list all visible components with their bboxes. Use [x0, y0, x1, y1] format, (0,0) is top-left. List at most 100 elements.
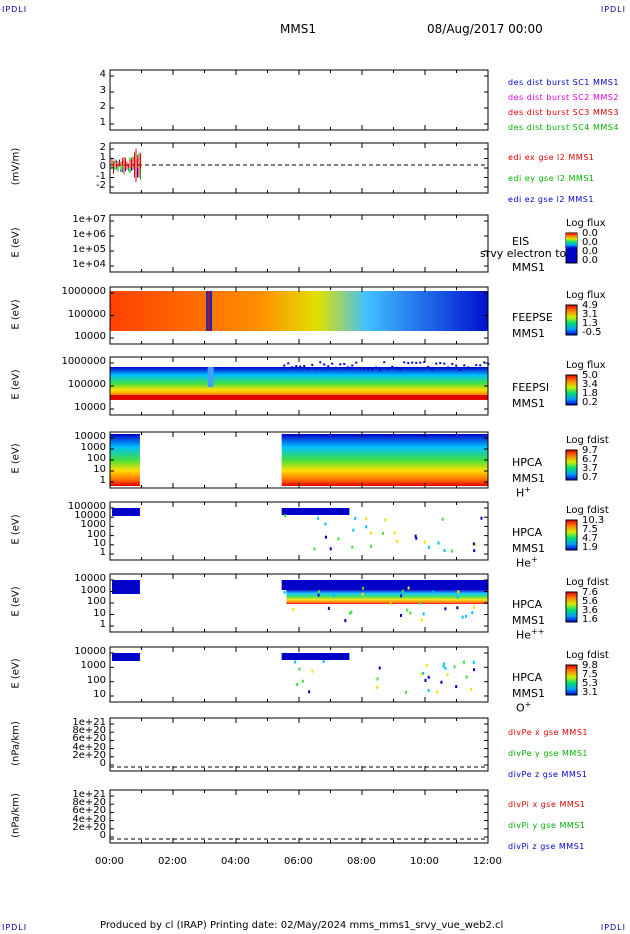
instrument-label: HPCA [512, 456, 543, 469]
legend-entry: des dist burst SC4 MMS4 [508, 123, 619, 132]
legend-entry: des dist burst SC2 MMS2 [508, 93, 619, 102]
footer-text: Produced by cl (IRAP) Printing date: 02/… [100, 920, 504, 931]
colorbar-tick-label: 5.0 [582, 370, 598, 381]
hpca-sparse-pixel [311, 669, 314, 673]
colorbar-tick-label: -0.5 [582, 327, 602, 338]
y-tick-label: 10 [93, 607, 106, 619]
corner-label-top-left: IPDLI [2, 5, 28, 14]
feepsi-sparse-pixel [483, 361, 486, 364]
hpca-sparse-pixel [317, 593, 320, 597]
x-tick-label: 10:00 [410, 856, 439, 867]
species-label: He+ [516, 555, 538, 570]
colorbar-tick-label: 1.6 [582, 614, 598, 625]
hpca-sparse-pixel [365, 525, 368, 529]
feepsi-sparse-pixel [387, 367, 390, 370]
colorbar-tick-label: 3.1 [582, 687, 598, 698]
colorbar-title: Log flux [566, 360, 606, 371]
colorbar-tick-label: 10.3 [582, 515, 605, 526]
hpca-sparse-pixel [424, 678, 427, 682]
feepsi-sparse-pixel [383, 361, 386, 364]
feepsi-sparse-pixel [411, 361, 414, 364]
colorbar-tick-label: 0.0 [582, 237, 598, 248]
feepsi-sparse-pixel [471, 367, 474, 370]
hpca-sparse-pixel [414, 534, 417, 538]
y-tick-label: 10000 [74, 431, 106, 442]
hpca-sparse-pixel [389, 601, 392, 605]
y-tick-label: 1 [99, 151, 106, 163]
y-tick-label: 1e+21 [72, 717, 106, 728]
feepsi-sparse-pixel [287, 362, 290, 365]
y-tick-label: 100000 [67, 308, 106, 320]
feepsi-sparse-pixel [419, 361, 422, 364]
legend-entry: divPe z gse MMS1 [508, 770, 588, 779]
y-axis-label: E (eV) [10, 298, 22, 330]
feepsi-sparse-pixel [295, 365, 298, 368]
hpca-high-energy-late [281, 580, 488, 590]
hpca-h-block-early [110, 434, 140, 486]
hpca-sparse-pixel [472, 605, 475, 609]
hpca-sparse-pixel [327, 606, 330, 610]
hpca-sparse-pixel [376, 685, 379, 689]
species-charge: + [524, 485, 531, 494]
colorbar-tick-label: 1.8 [582, 388, 598, 399]
hpca-sparse-pixel [361, 592, 364, 596]
hpca-sparse-pixel [401, 589, 404, 593]
hpca-sparse-pixel [469, 687, 472, 691]
hpca-sparse-pixel [337, 537, 340, 541]
feepsi-sparse-pixel [443, 362, 446, 365]
hpca-sparse-pixel [318, 590, 321, 594]
hpca-sparse-pixel [354, 516, 357, 520]
y-axis-label: (mV/m) [10, 147, 22, 186]
feepsi-sparse-pixel [459, 368, 462, 371]
feepsi-sparse-pixel [283, 364, 286, 367]
colorbar-title: Log fdist [566, 435, 609, 446]
colorbar-tick-label: 9.7 [582, 445, 598, 456]
hpca-sparse-pixel [409, 611, 412, 615]
hpca-sparse-pixel [423, 540, 426, 544]
hpca-sparse-pixel [301, 679, 304, 683]
panel-p5 [109, 356, 578, 416]
feepsi-sparse-pixel [447, 366, 450, 369]
y-tick-label: 4 [99, 69, 106, 80]
feepsi-sparse-pixel [427, 365, 430, 368]
instrument-label: HPCA [512, 598, 543, 611]
hpca-sparse-pixel [294, 660, 297, 664]
colorbar [566, 233, 577, 248]
legend-entry: divPe y gse MMS1 [508, 749, 588, 758]
feepsi-sparse-pixel [463, 364, 466, 367]
y-tick-label: 1000 [80, 519, 106, 531]
hpca-sparse-pixel [472, 542, 475, 546]
feepsi-sparse-pixel [363, 367, 366, 370]
panel-frame [109, 214, 489, 273]
feepsi-sparse-pixel [303, 365, 306, 368]
feepsi-sparse-pixel [475, 364, 478, 367]
y-axis-label: E (eV) [10, 586, 22, 617]
colorbar-tick-label: 0.0 [582, 255, 598, 266]
y-axis-label: E (eV) [10, 443, 22, 474]
hpca-sparse-pixel [471, 611, 474, 615]
colorbar-tick-label: 7.6 [582, 587, 598, 598]
feepsi-sparse-pixel [323, 363, 326, 366]
species-charge: ++ [531, 627, 545, 636]
hpca-sparse-pixel [474, 542, 477, 546]
feepsi-sparse-pixel [315, 367, 318, 370]
hpca-sparse-pixel [450, 549, 453, 553]
colorbar-title: Log fdist [566, 505, 609, 516]
feepsi-sparse-pixel [359, 367, 362, 370]
y-tick-label: 10 [93, 464, 106, 475]
hpca-sparse-pixel [419, 601, 422, 605]
panel-p9 [109, 646, 578, 703]
legend-entry: divPi y gse MMS1 [508, 821, 586, 830]
legend-entry: des dist burst SC1 MMS1 [508, 78, 619, 87]
panel-frame [109, 717, 489, 772]
colorbar-tick-label: 6.7 [582, 454, 598, 465]
panel-p10 [109, 717, 489, 772]
hpca-sparse-pixel [322, 659, 325, 663]
hpca-sparse-pixel [444, 666, 447, 670]
colorbar-tick-label: 3.7 [582, 463, 598, 474]
y-tick-label: 10000 [74, 573, 106, 584]
panel-p2 [109, 142, 489, 194]
hpca-sparse-pixel [324, 535, 327, 539]
hpca-sparse-pixel [461, 615, 464, 619]
colorbar [565, 449, 578, 481]
